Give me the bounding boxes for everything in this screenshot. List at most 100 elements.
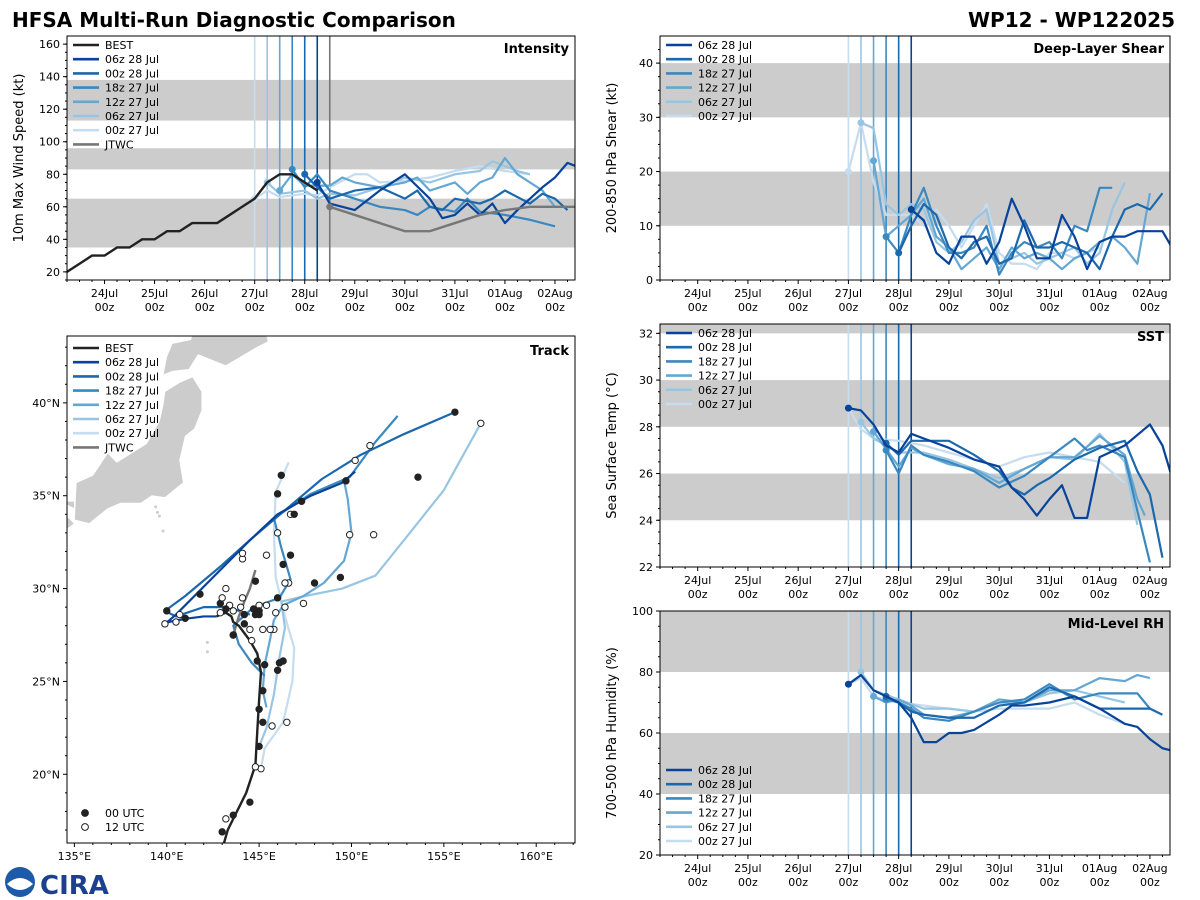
shear-xtick-label-day: 31Jul	[1036, 287, 1063, 300]
sst-init-marker-12z27	[870, 427, 878, 435]
intensity-xtick-label-hour: 00z	[145, 301, 165, 314]
track-position-marker	[259, 625, 267, 634]
track-position-marker	[262, 601, 271, 609]
track-legend-label-06z28: 06z 28 Jul	[105, 356, 159, 369]
shear-xtick-label-day: 02Aug	[1132, 287, 1167, 300]
sst-xtick-label-hour: 00z	[688, 588, 708, 601]
track-ytick-label: 25°N	[32, 675, 60, 688]
intensity-xtick-label-day: 01Aug	[487, 287, 522, 300]
best-position-marker	[246, 798, 254, 806]
intensity-series-06z27	[266, 160, 531, 200]
track-position-marker	[283, 718, 291, 726]
track-position-marker	[238, 594, 247, 602]
shear-xtick-label-hour: 00z	[1040, 301, 1060, 314]
intensity-init-marker-06z28	[313, 178, 321, 186]
track-position-marker	[251, 577, 260, 585]
track-position-marker	[297, 497, 306, 505]
intensity-legend-label-00z28: 00z 28 Jul	[105, 67, 159, 80]
legend-marker-12utc	[81, 823, 89, 831]
track-position-marker	[255, 742, 263, 751]
intensity-xtick-label-day: 31Jul	[441, 287, 468, 300]
track-position-marker	[255, 607, 263, 615]
cira-logo-text: CIRA	[40, 871, 109, 900]
sst-init-marker-06z27	[857, 418, 865, 426]
storm-id-title: WP12 - WP122025	[968, 8, 1175, 32]
noaa-logo-wave	[7, 878, 33, 890]
track-position-marker	[175, 610, 184, 619]
sst-band-0	[660, 473, 1170, 521]
track-position-marker	[414, 473, 422, 481]
track-position-marker	[290, 510, 298, 518]
sst-ytick-label: 24	[639, 514, 653, 527]
legend-label-00utc: 00 UTC	[105, 807, 145, 820]
track-ytick-label: 20°N	[32, 768, 60, 781]
intensity-xtick-label-day: 29Jul	[341, 287, 368, 300]
intensity-ytick-label: 120	[39, 103, 60, 116]
shear-xtick-label-hour: 00z	[839, 301, 859, 314]
intensity-series-18z27	[291, 168, 556, 228]
sst-band-2	[660, 324, 1170, 334]
sst-ytick-label: 32	[639, 327, 653, 340]
rh-xtick-label-hour: 00z	[939, 876, 959, 889]
track-position-marker	[369, 531, 378, 539]
track-position-marker	[272, 609, 280, 617]
track-series-12z27	[261, 480, 353, 708]
rh-xtick-label-hour: 00z	[688, 876, 708, 889]
shear-legend-label-06z27: 06z 27 Jul	[698, 96, 752, 109]
sst-xtick-label-day: 31Jul	[1036, 574, 1063, 587]
track-position-marker	[259, 687, 267, 695]
track-position-marker	[310, 579, 319, 587]
rh-ytick-label: 100	[632, 605, 653, 618]
intensity-xtick-label-day: 02Aug	[537, 287, 572, 300]
shear-xtick-label-day: 24Jul	[684, 287, 711, 300]
sst-ytick-label: 26	[639, 468, 653, 481]
intensity-legend-label-06z28: 06z 28 Jul	[105, 53, 159, 66]
rh-series-12z27	[873, 673, 1151, 719]
intensity-xtick-label-day: 25Jul	[141, 287, 168, 300]
track-position-marker	[262, 551, 271, 559]
island-5	[205, 650, 209, 654]
intensity-xtick-label-hour: 00z	[195, 301, 215, 314]
sst-xtick-label-hour: 00z	[839, 588, 859, 601]
sst-xtick-label-day: 24Jul	[684, 574, 711, 587]
track-xtick-label: 145°E	[242, 850, 275, 863]
intensity-ytick-label: 160	[39, 38, 60, 51]
shear-legend-label-00z28: 00z 28 Jul	[698, 53, 752, 66]
track-xtick-label: 155°E	[427, 850, 460, 863]
track-position-marker	[273, 529, 282, 537]
rh-xtick-label-hour: 00z	[989, 876, 1009, 889]
rh-ytick-label: 20	[639, 849, 653, 862]
track-series-06z27	[258, 422, 482, 747]
intensity-xtick-label-day: 24Jul	[91, 287, 118, 300]
rh-ytick-label: 40	[639, 788, 653, 801]
rh-ytick-label: 80	[639, 666, 653, 679]
rh-xtick-label-hour: 00z	[738, 876, 758, 889]
legend-marker-00utc	[81, 809, 89, 817]
shear-legend-label-00z27: 00z 27 Jul	[698, 110, 752, 123]
track-legend-label-06z27: 06z 27 Jul	[105, 413, 159, 426]
rh-legend-label-06z28: 06z 28 Jul	[698, 764, 752, 777]
shear-legend-label-12z27: 12z 27 Jul	[698, 82, 752, 95]
sst-series-18z27	[885, 437, 1151, 563]
track-position-marker	[222, 584, 230, 593]
intensity-xtick-label-hour: 00z	[345, 301, 365, 314]
shear-init-marker-00z27	[844, 168, 852, 176]
best-position-marker	[240, 620, 249, 628]
rh-init-marker-06z27	[857, 668, 865, 676]
rh-legend-label-00z28: 00z 28 Jul	[698, 778, 752, 791]
shear-xtick-label-day: 29Jul	[935, 287, 962, 300]
best-position-marker	[229, 811, 237, 819]
intensity-series-00z28	[303, 173, 569, 212]
track-position-marker	[281, 603, 289, 611]
track-ytick-label: 35°N	[32, 490, 60, 503]
track-legend-label-18z27: 18z 27 Jul	[105, 385, 159, 398]
track-position-marker	[336, 573, 345, 582]
best-position-marker	[222, 815, 230, 823]
rh-xtick-label-hour: 00z	[889, 876, 909, 889]
shear-ytick-label: 40	[639, 57, 653, 70]
intensity-xtick-label-day: 27Jul	[241, 287, 268, 300]
track-panel: 135°E 140°E 145°E 150°E 155°E 160°E 20°N 25°N 30…	[32, 335, 576, 863]
island-1	[156, 510, 160, 514]
intensity-init-marker-12z27	[276, 187, 284, 195]
